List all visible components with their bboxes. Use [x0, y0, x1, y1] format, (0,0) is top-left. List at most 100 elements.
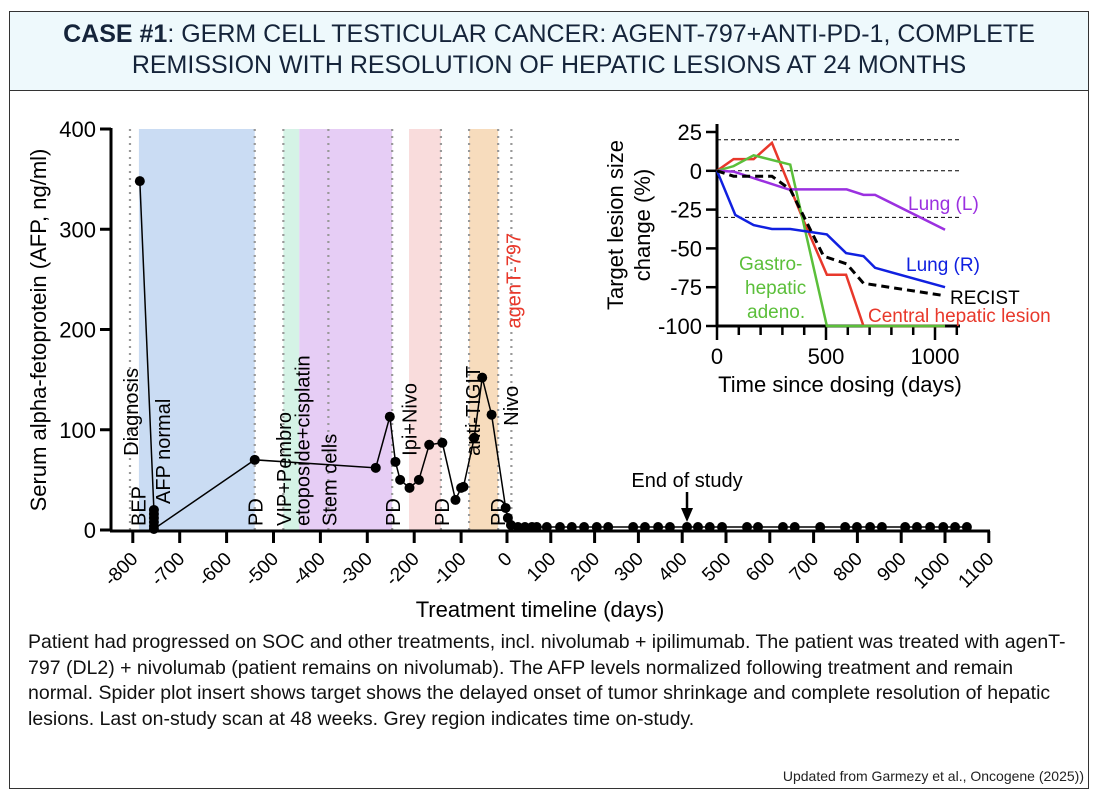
x-tick-label: 500	[698, 549, 735, 586]
x-tick-label: -600	[194, 549, 236, 591]
x-tick-label: 300	[611, 549, 648, 586]
afp-point	[566, 521, 577, 532]
afp-point	[469, 432, 480, 443]
y-axis-title: Serum alpha-fetoprotein (AFP, ng/ml)	[26, 149, 51, 512]
case-title: : GERM CELL TESTICULAR CANCER: AGENT-797…	[131, 20, 1035, 79]
x-tick-label: -800	[101, 549, 143, 591]
x-tick-label: 600	[742, 549, 779, 586]
inset-y-tick-label: -100	[658, 314, 702, 339]
afp-point	[437, 437, 448, 448]
x-tick-label: -200	[382, 549, 424, 591]
afp-point	[541, 521, 552, 532]
inset-x-axis-title: Time since dosing (days)	[718, 372, 962, 397]
event-annotation: AFP normal	[153, 399, 175, 504]
x-tick-label: 100	[523, 549, 560, 586]
afp-point	[961, 521, 972, 532]
afp-line	[139, 181, 967, 531]
series-label: Lung (L)	[908, 194, 979, 215]
x-tick-label: 1000	[910, 549, 955, 594]
series-label: RECIST	[950, 288, 1020, 309]
afp-point	[851, 521, 862, 532]
y-tick-label: 200	[59, 318, 96, 343]
afp-point	[900, 521, 911, 532]
afp-point	[477, 372, 488, 383]
afp-point	[424, 439, 435, 450]
x-tick-label: 200	[567, 549, 604, 586]
inset-y-tick-label: -25	[670, 198, 702, 223]
x-tick-label: 400	[654, 549, 691, 586]
x-tick-label: -300	[335, 549, 377, 591]
x-axis-title: Treatment timeline (days)	[416, 597, 665, 622]
event-annotation: PD	[432, 498, 454, 526]
afp-point	[950, 521, 961, 532]
y-tick-label: 300	[59, 217, 96, 242]
afp-point	[450, 494, 461, 505]
inset-y-tick-label: 25	[678, 120, 702, 145]
afp-point	[134, 176, 145, 187]
afp-point	[603, 521, 614, 532]
event-annotation: agenT-797	[504, 233, 526, 329]
x-tick-label: -500	[241, 549, 283, 591]
series-line-lung-r-	[715, 170, 946, 289]
afp-point	[148, 523, 159, 534]
series-line-lung-l-	[716, 169, 946, 231]
afp-point	[840, 521, 851, 532]
afp-point	[938, 521, 949, 532]
afp-point	[486, 409, 497, 420]
afp-point	[865, 521, 876, 532]
x-tick-label: 1100	[955, 549, 999, 593]
event-annotation: PD	[488, 498, 510, 526]
inset-y-tick-label: -75	[670, 275, 702, 300]
afp-point	[789, 521, 800, 532]
afp-point	[682, 521, 693, 532]
afp-point	[692, 521, 703, 532]
case-label: CASE #1	[63, 20, 168, 48]
afp-point	[370, 462, 381, 473]
afp-point	[717, 521, 728, 532]
series-label: hepatic	[745, 278, 806, 299]
afp-point	[815, 521, 826, 532]
event-annotation: anti-TIGIT	[463, 366, 485, 456]
y-tick-label: 0	[84, 518, 96, 543]
afp-point	[925, 521, 936, 532]
inset-x-tick-label: 0	[711, 344, 723, 369]
afp-point	[413, 474, 424, 485]
afp-point	[664, 521, 675, 532]
afp-point	[628, 521, 639, 532]
afp-point	[579, 521, 590, 532]
x-tick-label: -400	[288, 549, 330, 591]
figure-header: CASE #1: GERM CELL TESTICULAR CANCER: AG…	[9, 11, 1089, 91]
event-annotation: Stem cells	[319, 434, 341, 526]
figure-caption: Patient had progressed on SOC and other …	[28, 631, 1066, 730]
x-tick-label: 800	[830, 549, 867, 586]
y-tick-label: 400	[59, 117, 96, 142]
afp-point	[395, 474, 406, 485]
afp-point	[512, 521, 523, 532]
afp-point	[531, 521, 542, 532]
x-tick-label: -100	[429, 549, 471, 591]
source-footnote: Updated from Garmezy et al., Oncogene (2…	[782, 768, 1084, 784]
event-annotation: VIP+Pembro	[274, 412, 296, 526]
afp-point	[777, 521, 788, 532]
treatment-band	[409, 129, 441, 530]
afp-point	[554, 521, 565, 532]
inset-y-tick-label: 0	[690, 159, 702, 184]
series-label: adeno.	[747, 302, 805, 323]
treatment-band	[283, 129, 300, 530]
event-annotation: etoposide+cisplatin	[293, 355, 315, 526]
afp-point	[249, 454, 260, 465]
x-tick-label: 0	[494, 549, 516, 571]
afp-point	[404, 482, 415, 493]
inset-x-tick-label: 1000	[911, 344, 960, 369]
inset-y-tick-label: -50	[670, 236, 702, 261]
afp-point	[591, 521, 602, 532]
afp-point	[500, 502, 511, 513]
x-tick-label: -700	[147, 549, 189, 591]
series-line-gastro-hepatic-adeno-	[716, 153, 946, 328]
event-annotation: Nivo	[501, 386, 523, 426]
event-annotation: Diagnosis	[121, 368, 143, 456]
x-tick-label: 900	[873, 549, 910, 586]
x-tick-label: 700	[786, 549, 823, 586]
